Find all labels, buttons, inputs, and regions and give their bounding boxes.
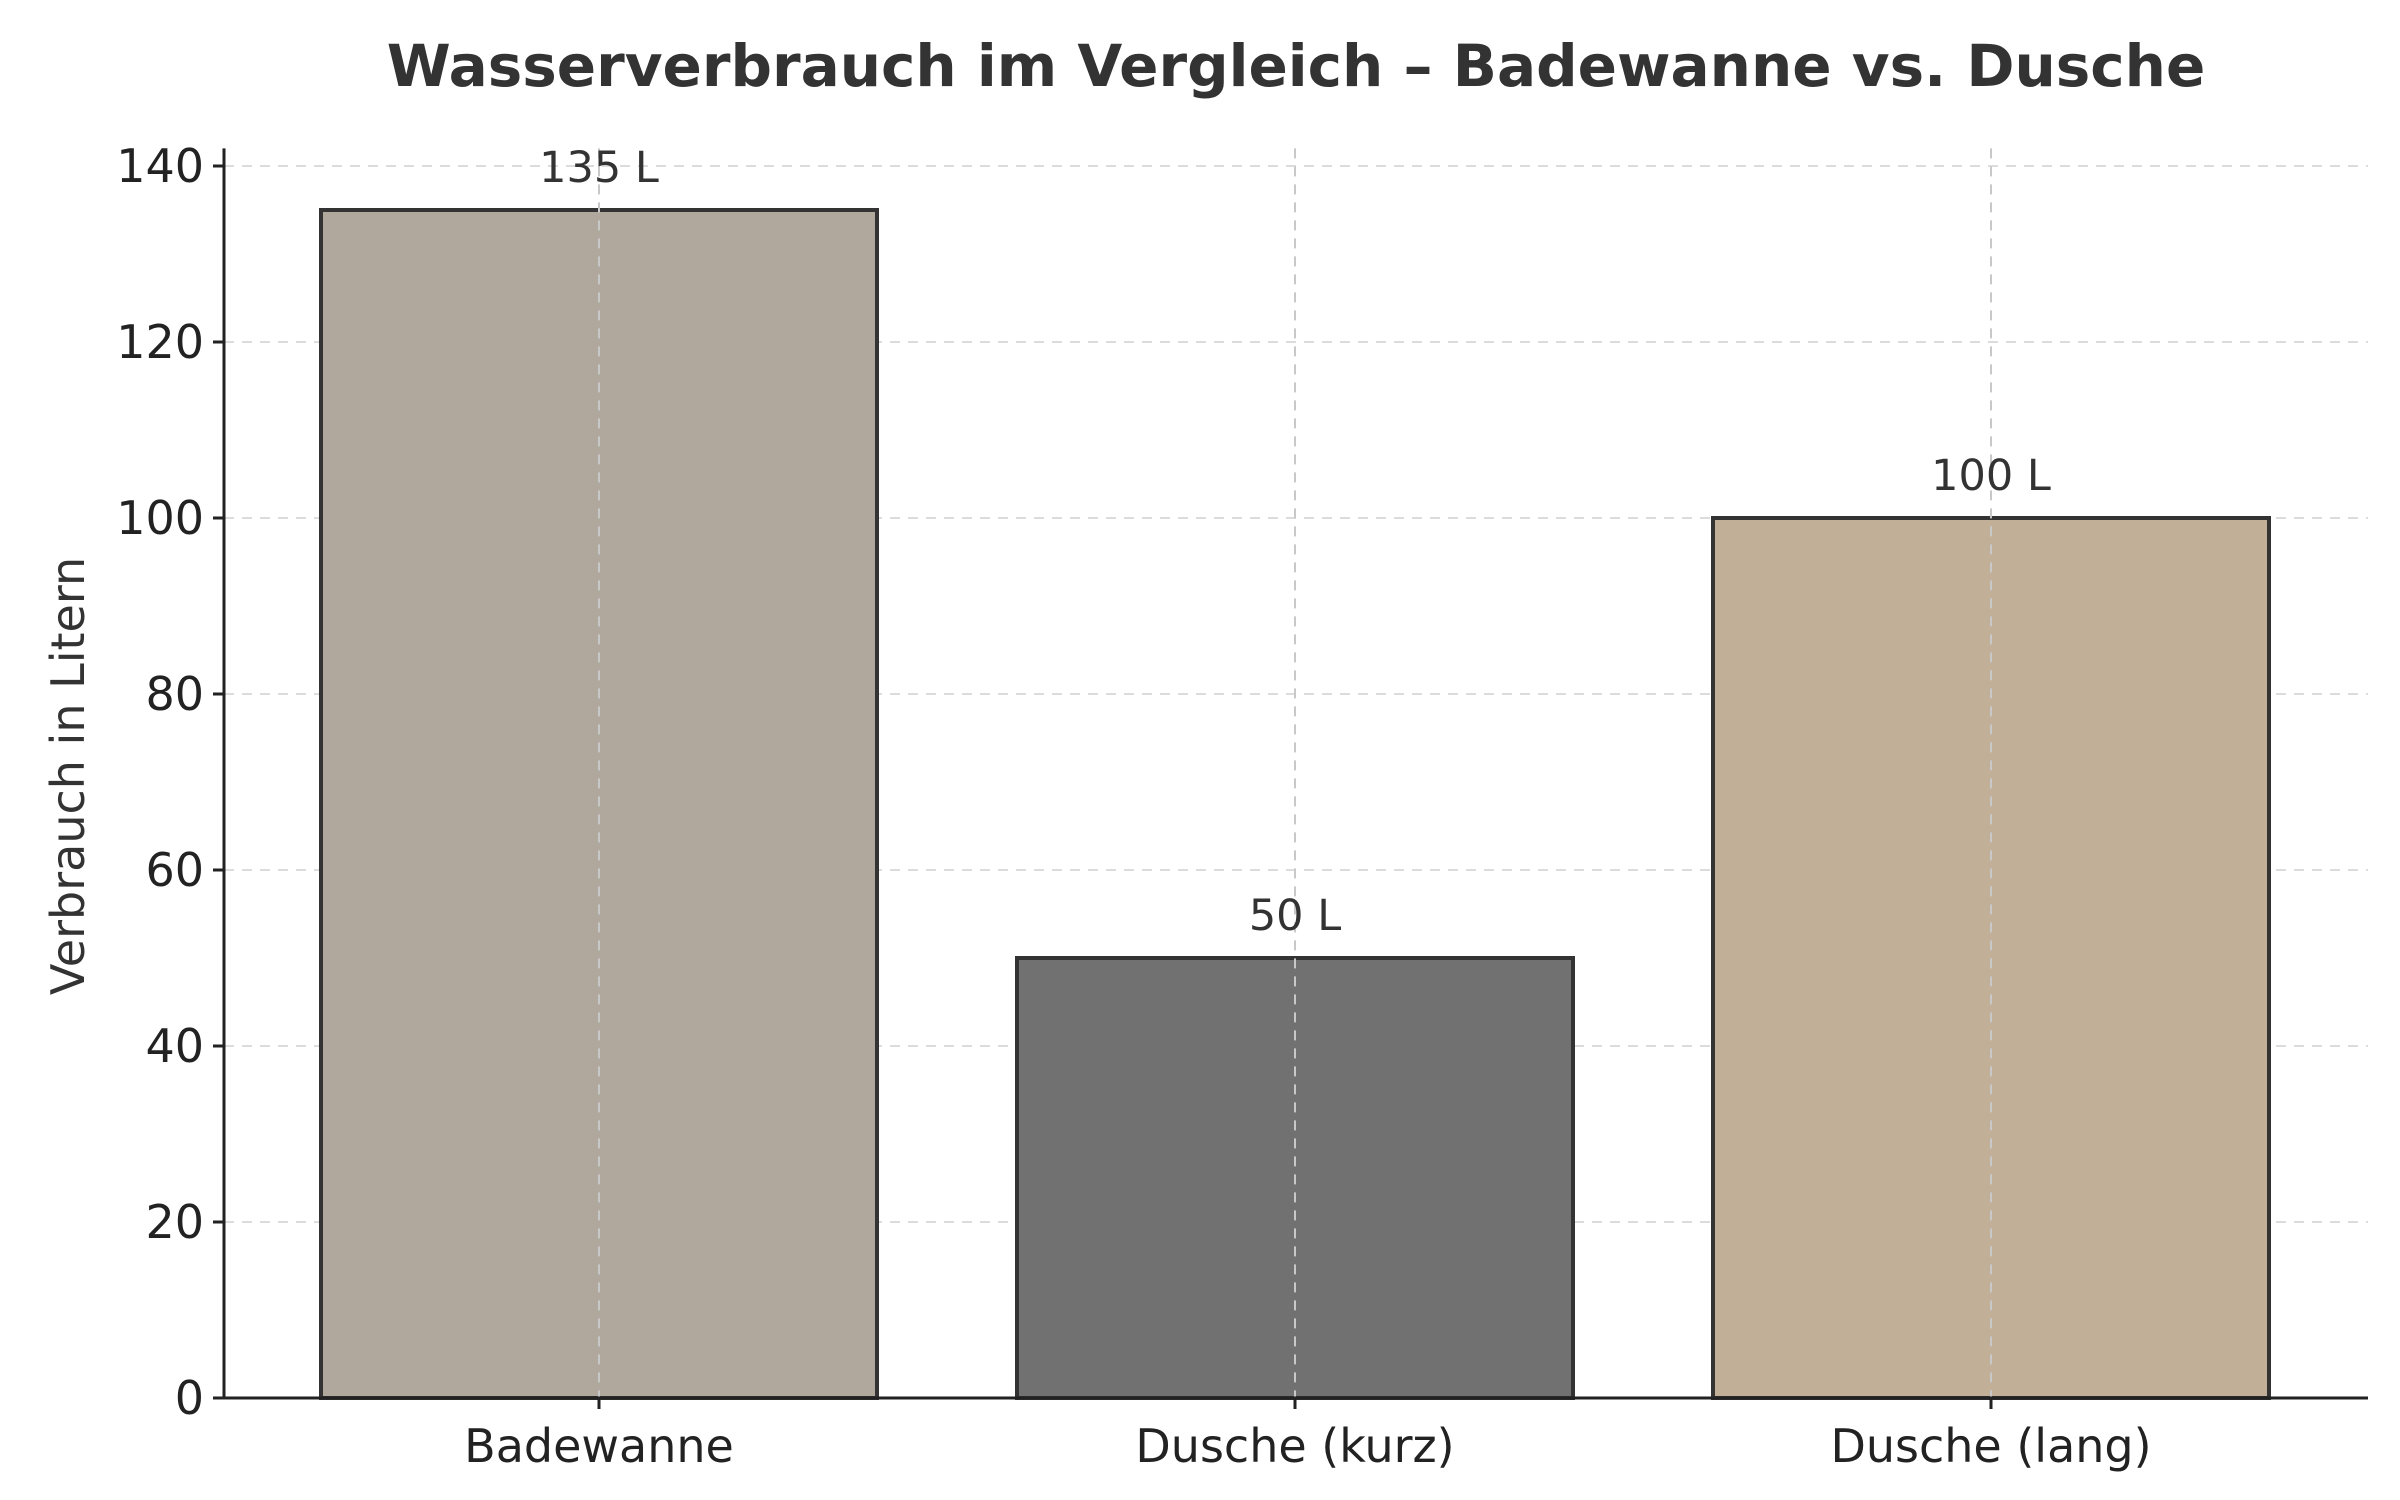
x-ticks: Badewanne Dusche (kurz) Dusche (lang) (464, 1398, 2152, 1473)
y-tick-label: 0 (175, 1371, 204, 1425)
bar-value-label: 135 L (539, 143, 659, 193)
data-labels: 135 L 50 L 100 L (539, 143, 2051, 941)
y-axis-label: Verbrauch in Litern (41, 557, 95, 995)
y-tick-label: 120 (116, 315, 204, 369)
x-tick-label: Badewanne (464, 1419, 734, 1473)
y-tick-label: 80 (145, 667, 204, 721)
y-tick-label: 20 (145, 1195, 204, 1249)
y-tick-label: 140 (116, 139, 204, 193)
y-tick-label: 100 (116, 491, 204, 545)
x-tick-label: Dusche (lang) (1830, 1419, 2151, 1473)
bar-value-label: 100 L (1931, 451, 2051, 501)
x-tick-label: Dusche (kurz) (1135, 1419, 1454, 1473)
bar-value-label: 50 L (1249, 891, 1341, 941)
chart-title: Wasserverbrauch im Vergleich – Badewanne… (387, 32, 2206, 100)
y-ticks: 0 20 40 60 80 100 120 140 (116, 139, 224, 1425)
y-tick-label: 40 (145, 1019, 204, 1073)
y-tick-label: 60 (145, 843, 204, 897)
